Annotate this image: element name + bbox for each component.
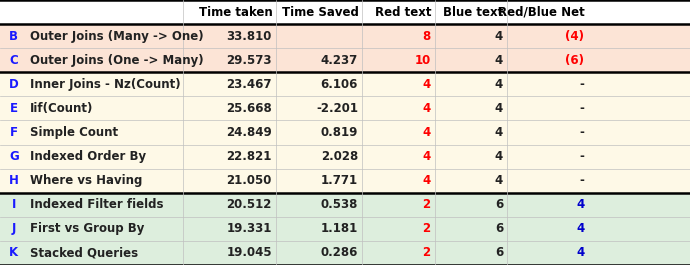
Text: Outer Joins (Many -> One): Outer Joins (Many -> One) xyxy=(30,30,204,43)
Text: (6): (6) xyxy=(565,54,584,67)
Text: Outer Joins (One -> Many): Outer Joins (One -> Many) xyxy=(30,54,204,67)
Text: 4: 4 xyxy=(495,150,503,163)
Bar xyxy=(0,72,690,96)
Text: 29.573: 29.573 xyxy=(226,54,272,67)
Text: C: C xyxy=(10,54,18,67)
Text: Iif(Count): Iif(Count) xyxy=(30,102,94,115)
Text: 0.538: 0.538 xyxy=(321,198,358,211)
Text: Red/Blue Net: Red/Blue Net xyxy=(498,6,585,19)
Text: K: K xyxy=(9,246,19,259)
Text: -: - xyxy=(580,78,584,91)
Bar xyxy=(0,241,690,265)
Text: 4: 4 xyxy=(576,246,584,259)
Text: 4: 4 xyxy=(576,222,584,235)
Text: 6: 6 xyxy=(495,198,503,211)
Text: 4: 4 xyxy=(495,78,503,91)
Text: 10: 10 xyxy=(414,54,431,67)
Text: 2.028: 2.028 xyxy=(321,150,358,163)
Text: 4: 4 xyxy=(422,78,431,91)
Text: 19.331: 19.331 xyxy=(226,222,272,235)
Text: 6: 6 xyxy=(495,246,503,259)
Bar xyxy=(0,0,690,24)
Text: Time Saved: Time Saved xyxy=(282,6,359,19)
Text: 19.045: 19.045 xyxy=(226,246,272,259)
Text: 2: 2 xyxy=(422,198,431,211)
Text: 6.106: 6.106 xyxy=(321,78,358,91)
Text: 8: 8 xyxy=(422,30,431,43)
Text: 4: 4 xyxy=(422,150,431,163)
Bar xyxy=(0,48,690,72)
Text: -: - xyxy=(580,126,584,139)
Text: 23.467: 23.467 xyxy=(226,78,272,91)
Text: 1.771: 1.771 xyxy=(321,174,358,187)
Text: Indexed Filter fields: Indexed Filter fields xyxy=(30,198,164,211)
Text: B: B xyxy=(9,30,19,43)
Text: 21.050: 21.050 xyxy=(226,174,272,187)
Text: 4: 4 xyxy=(495,102,503,115)
Text: H: H xyxy=(9,174,19,187)
Bar xyxy=(0,120,690,144)
Text: 0.819: 0.819 xyxy=(321,126,358,139)
Text: Inner Joins - Nz(Count): Inner Joins - Nz(Count) xyxy=(30,78,181,91)
Text: 2: 2 xyxy=(422,222,431,235)
Text: J: J xyxy=(12,222,16,235)
Text: 4: 4 xyxy=(495,174,503,187)
Text: 2: 2 xyxy=(422,246,431,259)
Bar xyxy=(0,144,690,169)
Text: Simple Count: Simple Count xyxy=(30,126,119,139)
Text: 20.512: 20.512 xyxy=(226,198,272,211)
Text: 1.181: 1.181 xyxy=(321,222,358,235)
Text: 4: 4 xyxy=(576,198,584,211)
Text: I: I xyxy=(12,198,16,211)
Text: 4.237: 4.237 xyxy=(321,54,358,67)
Text: Indexed Order By: Indexed Order By xyxy=(30,150,146,163)
Text: 4: 4 xyxy=(422,174,431,187)
Text: -: - xyxy=(580,174,584,187)
Text: 6: 6 xyxy=(495,222,503,235)
Text: 25.668: 25.668 xyxy=(226,102,272,115)
Text: First vs Group By: First vs Group By xyxy=(30,222,145,235)
Text: Time taken: Time taken xyxy=(199,6,273,19)
Text: 4: 4 xyxy=(422,126,431,139)
Text: Blue text: Blue text xyxy=(444,6,504,19)
Bar xyxy=(0,217,690,241)
Text: Where vs Having: Where vs Having xyxy=(30,174,143,187)
Text: -: - xyxy=(580,102,584,115)
Text: -: - xyxy=(580,150,584,163)
Bar xyxy=(0,24,690,48)
Text: 4: 4 xyxy=(422,102,431,115)
Text: (4): (4) xyxy=(565,30,584,43)
Text: 4: 4 xyxy=(495,126,503,139)
Bar xyxy=(0,96,690,120)
Text: G: G xyxy=(9,150,19,163)
Text: 4: 4 xyxy=(495,54,503,67)
Text: 0.286: 0.286 xyxy=(321,246,358,259)
Bar xyxy=(0,193,690,217)
Text: D: D xyxy=(9,78,19,91)
Bar xyxy=(0,169,690,193)
Text: 22.821: 22.821 xyxy=(226,150,272,163)
Text: -2.201: -2.201 xyxy=(316,102,358,115)
Text: F: F xyxy=(10,126,18,139)
Text: Stacked Queries: Stacked Queries xyxy=(30,246,139,259)
Text: 24.849: 24.849 xyxy=(226,126,272,139)
Text: E: E xyxy=(10,102,18,115)
Text: Red text: Red text xyxy=(375,6,431,19)
Text: 33.810: 33.810 xyxy=(226,30,272,43)
Text: 4: 4 xyxy=(495,30,503,43)
